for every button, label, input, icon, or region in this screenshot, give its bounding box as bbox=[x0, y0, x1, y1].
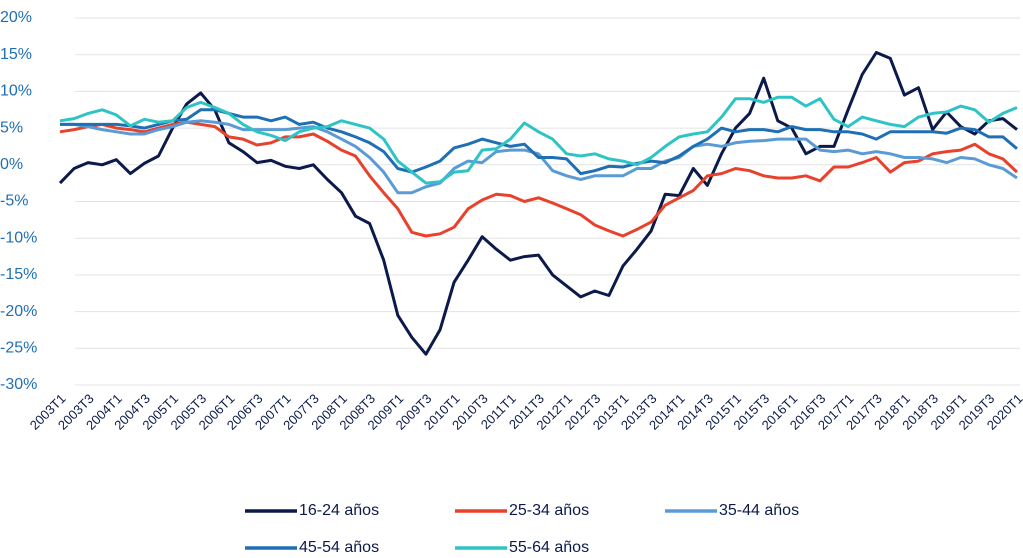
y-tick-label: 0% bbox=[0, 156, 23, 173]
series-line bbox=[59, 95, 1018, 185]
y-tick-label: -5% bbox=[0, 193, 28, 210]
y-tick-label: 20% bbox=[0, 9, 32, 26]
y-tick-label: 5% bbox=[0, 119, 23, 136]
legend-label: 55-64 años bbox=[509, 539, 589, 556]
legend-label: 45-54 años bbox=[299, 539, 379, 556]
y-tick-label: 10% bbox=[0, 83, 32, 100]
legend-label: 16-24 años bbox=[299, 502, 379, 519]
legend-label: 25-34 años bbox=[509, 502, 589, 519]
y-tick-label: -15% bbox=[0, 266, 37, 283]
y-tick-label: -25% bbox=[0, 340, 37, 357]
y-tick-label: -20% bbox=[0, 303, 37, 320]
y-tick-label: 15% bbox=[0, 46, 32, 63]
series-line bbox=[59, 120, 1019, 238]
y-tick-label: -30% bbox=[0, 376, 37, 393]
series-line bbox=[58, 51, 1018, 356]
series-line bbox=[60, 119, 1018, 195]
y-tick-label: -10% bbox=[0, 229, 37, 246]
legend-label: 35-44 años bbox=[719, 502, 799, 519]
